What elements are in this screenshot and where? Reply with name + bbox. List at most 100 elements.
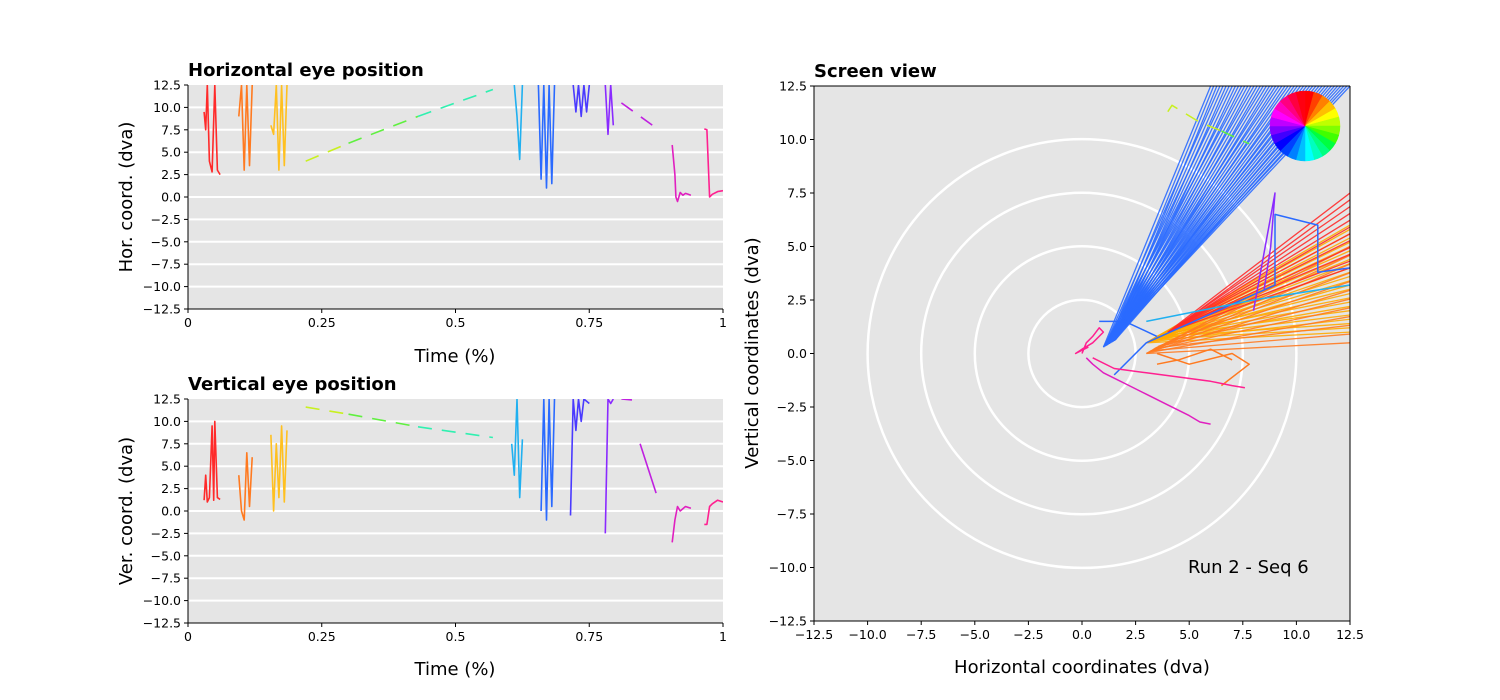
y-tick-label: 10.0 [779, 132, 807, 147]
gaze-path [1074, 327, 1105, 355]
chart-title: Screen view [814, 61, 937, 82]
eye-trace-segment [238, 85, 253, 171]
eye-trace-segment [305, 406, 349, 415]
x-tick-label: −2.5 [1013, 627, 1043, 642]
gaze-trace-line [1102, 86, 1212, 348]
y-tick-label: 5.0 [787, 239, 807, 254]
gaze-trace-line [1107, 86, 1249, 345]
x-tick-label: 0.75 [575, 315, 603, 330]
x-tick-label: 7.5 [1233, 627, 1253, 642]
gaze-trace-line [1105, 86, 1298, 347]
y-tick-label: 2.5 [161, 481, 181, 496]
eye-trace-segment [203, 420, 221, 503]
x-tick-label: 12.5 [1336, 627, 1364, 642]
y-tick-label: 5.0 [161, 459, 181, 474]
x-tick-label: 0.5 [446, 315, 466, 330]
y-tick-label: −10.0 [769, 560, 807, 575]
x-axis-label: Time (%) [414, 659, 496, 680]
gaze-trace-line [1107, 86, 1215, 345]
x-tick-label: 0.0 [1072, 627, 1092, 642]
x-tick-label: 1 [719, 315, 727, 330]
eye-trace-segment [305, 142, 349, 162]
x-tick-label: 5.0 [1179, 627, 1199, 642]
x-axis-label: Horizontal coordinates (dva) [954, 657, 1210, 678]
eye-trace-segment [270, 425, 288, 512]
x-tick-label: 10.0 [1282, 627, 1310, 642]
gaze-trace-line [1152, 307, 1350, 351]
eye-trace-segment [671, 144, 692, 203]
gaze-trace-line [1147, 271, 1350, 343]
gaze-trace-line [1104, 86, 1255, 347]
x-tick-label: 0.5 [446, 629, 466, 644]
y-tick-label: 5.0 [161, 145, 181, 160]
chart-title: Horizontal eye position [188, 60, 424, 81]
x-tick-label: 2.5 [1126, 627, 1146, 642]
y-tick-label: 10.0 [153, 414, 181, 429]
axis-ticks: −12.5 −10.0 −7.5 −5.0 −2.5 0.0 2.5 5.0 7.5 10.0 12… [769, 79, 1364, 643]
gaze-trace-line [1167, 267, 1350, 333]
y-tick-label: 7.5 [161, 122, 181, 137]
eye-trace-segment [417, 88, 494, 118]
x-tick-label: 0 [184, 629, 192, 644]
gaze-trace-line [1105, 86, 1264, 347]
gaze-trace-line [1102, 86, 1246, 348]
y-axis-label: Ver. coord. (dva) [116, 437, 137, 585]
y-tick-label: −7.5 [151, 257, 181, 272]
y-tick-label: 0.0 [787, 346, 807, 361]
chart-title: Vertical eye position [188, 374, 397, 395]
gaze-path [1252, 192, 1276, 311]
gaze-trace-line [1147, 315, 1350, 354]
gaze-trace-line [1104, 86, 1221, 347]
gaze-trace-line [1104, 86, 1289, 347]
gaze-trace-line [1173, 240, 1350, 330]
y-tick-label: −12.5 [143, 302, 181, 317]
run-sequence-label: Run 2 - Seq 6 [1188, 557, 1309, 578]
gaze-trace-line [1146, 284, 1350, 344]
y-tick-label: −7.5 [151, 571, 181, 586]
y-tick-label: 2.5 [161, 167, 181, 182]
data-traces [866, 86, 1350, 570]
x-axis-label: Time (%) [414, 346, 496, 367]
x-tick-label: 0.25 [308, 629, 336, 644]
gaze-trace-line [1105, 86, 1230, 346]
eye-trace-segment [639, 443, 657, 494]
gaze-trace-line [1153, 280, 1350, 350]
y-tick-label: −2.5 [151, 526, 181, 541]
y-tick-label: 0.0 [161, 504, 181, 519]
eccentricity-ring [919, 191, 1245, 516]
gaze-path [1085, 357, 1211, 425]
gaze-path [1221, 130, 1250, 145]
eye-trace-segment [540, 399, 556, 521]
y-tick-label: 10.0 [153, 100, 181, 115]
gaze-path [1092, 357, 1246, 389]
gaze-trace-line [1146, 342, 1350, 355]
gaze-trace-line [1167, 192, 1350, 333]
eye-trace-segment [704, 499, 723, 526]
eye-trace-segment [348, 413, 419, 428]
x-tick-label: 0.25 [308, 315, 336, 330]
y-tick-label: −12.5 [769, 614, 807, 629]
y-tick-label: 12.5 [153, 392, 181, 407]
color-wheel-legend [1269, 90, 1341, 162]
eye-trace-segment [537, 85, 556, 189]
y-tick-label: −10.0 [143, 593, 181, 608]
eye-trace-segment [510, 399, 524, 499]
x-tick-label: 0.75 [575, 629, 603, 644]
eye-trace-segment [621, 399, 633, 401]
y-tick-label: 12.5 [779, 79, 807, 94]
horizontal-eye-position-chart: −12.5 −10.0 −7.5 −5.0 −2.5 0.0 2.5 5.0 7.5 10.0 12… [116, 60, 727, 367]
x-tick-label: −5.0 [960, 627, 990, 642]
gaze-trace-line [1177, 233, 1350, 327]
x-tick-label: −10.0 [848, 627, 886, 642]
y-tick-label: 2.5 [787, 293, 807, 308]
data-traces [203, 85, 723, 203]
x-tick-label: −7.5 [906, 627, 936, 642]
gaze-trace-line [1149, 263, 1350, 352]
y-tick-label: −10.0 [143, 279, 181, 294]
gaze-trace-line [1168, 246, 1350, 332]
y-axis-label: Hor. coord. (dva) [116, 122, 137, 273]
eye-trace-segment [513, 85, 524, 161]
eye-trace-segment [203, 85, 221, 176]
eye-trace-segment [417, 426, 494, 439]
